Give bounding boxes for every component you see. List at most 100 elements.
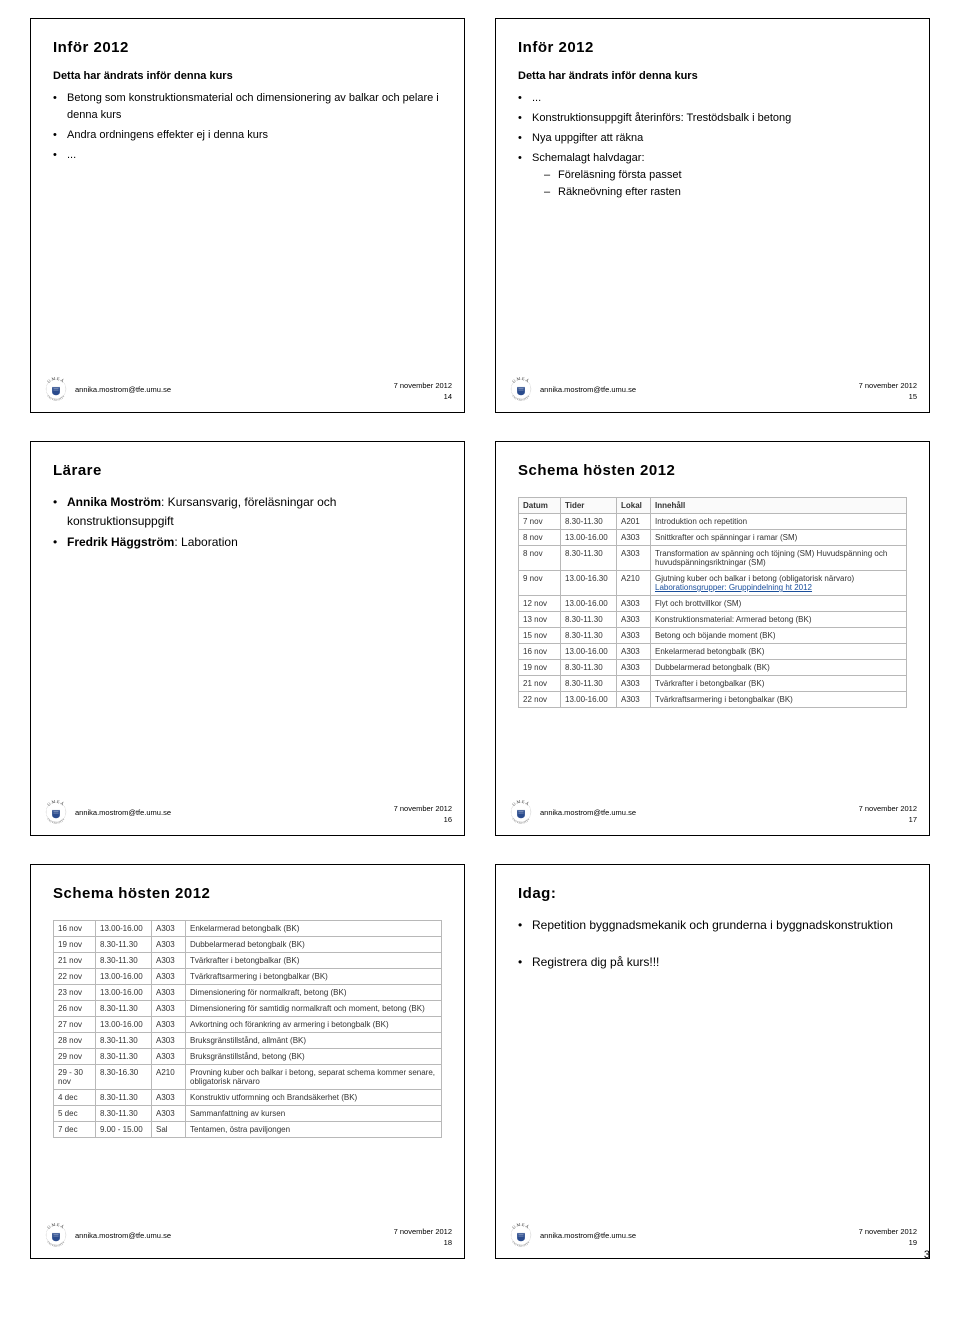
table-row: 19 nov8.30-11.30A303Dubbelarmerad betong… xyxy=(519,660,907,676)
slide-footer: UMEÅ UNIVERSITET annika.mostrom@tfe.umu.… xyxy=(508,376,917,402)
slide-17: Schema hösten 2012 Datum Tider Lokal Inn… xyxy=(495,441,930,836)
table-cell: 12 nov xyxy=(519,596,561,612)
table-row: 13 nov8.30-11.30A303Konstruktionsmateria… xyxy=(519,612,907,628)
list-item: ... xyxy=(53,147,442,164)
svg-text:UNIVERSITET: UNIVERSITET xyxy=(511,1241,530,1248)
svg-text:UMEÅ: UMEÅ xyxy=(46,376,66,384)
bullet-list: Repetition byggnadsmekanik och grunderna… xyxy=(518,916,907,975)
table-cell: 13.00-16.00 xyxy=(561,530,617,546)
table-row: 22 nov13.00-16.00A303Tvärkraftsarmering … xyxy=(54,969,442,985)
table-cell: 27 nov xyxy=(54,1017,96,1033)
table-cell: Provning kuber och balkar i betong, sepa… xyxy=(186,1065,442,1090)
table-cell: A303 xyxy=(617,530,651,546)
table-cell: Konstruktionsmaterial: Armerad betong (B… xyxy=(651,612,907,628)
table-cell: 8.30-11.30 xyxy=(561,628,617,644)
lab-groups-link[interactable]: Laborationsgrupper: Gruppindelning ht 20… xyxy=(655,583,812,592)
teacher-name: Fredrik Häggström xyxy=(67,535,174,549)
table-cell: A210 xyxy=(152,1065,186,1090)
table-cell: Bruksgränstillstånd, betong (BK) xyxy=(186,1049,442,1065)
table-cell: Dubbelarmerad betongbalk (BK) xyxy=(651,660,907,676)
table-cell: Dimensionering för normalkraft, betong (… xyxy=(186,985,442,1001)
table-cell: A303 xyxy=(617,692,651,708)
footer-date: 7 november 2012 xyxy=(859,1227,917,1238)
footer-email: annika.mostrom@tfe.umu.se xyxy=(75,385,171,394)
umu-logo-icon: UMEÅ UNIVERSITET xyxy=(508,799,534,825)
sub-list: Föreläsning första passet Räkneövning ef… xyxy=(532,167,907,201)
footer-date: 7 november 2012 xyxy=(859,381,917,392)
table-cell: A303 xyxy=(617,644,651,660)
table-cell: 13.00-16.00 xyxy=(561,596,617,612)
col-room: Lokal xyxy=(617,498,651,514)
table-cell: A303 xyxy=(617,596,651,612)
table-cell: 13.00-16.00 xyxy=(96,985,152,1001)
table-row: 29 nov8.30-11.30A303Bruksgränstillstånd,… xyxy=(54,1049,442,1065)
slide-15: Inför 2012 Detta har ändrats inför denna… xyxy=(495,18,930,413)
slide-footer: UMEÅ UNIVERSITET annika.mostrom@tfe.umu.… xyxy=(43,1222,452,1248)
col-date: Datum xyxy=(519,498,561,514)
handout-page-number: 3 xyxy=(924,1249,930,1261)
svg-text:UMEÅ: UMEÅ xyxy=(46,799,66,807)
table-row: 8 nov13.00-16.00A303Snittkrafter och spä… xyxy=(519,530,907,546)
list-item: Repetition byggnadsmekanik och grunderna… xyxy=(518,916,907,935)
table-row: 9 nov13.00-16.30A210Gjutning kuber och b… xyxy=(519,571,907,596)
table-cell: 7 nov xyxy=(519,514,561,530)
table-cell: 8.30-11.30 xyxy=(96,1033,152,1049)
table-cell: A303 xyxy=(152,953,186,969)
table-cell: 8.30-11.30 xyxy=(561,514,617,530)
table-cell: 8.30-11.30 xyxy=(96,1106,152,1122)
table-cell: Tentamen, östra paviljongen xyxy=(186,1122,442,1138)
table-cell: Gjutning kuber och balkar i betong (obli… xyxy=(651,571,907,596)
list-item: ... xyxy=(518,90,907,107)
table-cell: Snittkrafter och spänningar i ramar (SM) xyxy=(651,530,907,546)
table-cell: Flyt och brottvillkor (SM) xyxy=(651,596,907,612)
footer-email: annika.mostrom@tfe.umu.se xyxy=(540,385,636,394)
svg-text:UNIVERSITET: UNIVERSITET xyxy=(46,395,65,402)
table-cell: 8.30-11.30 xyxy=(561,546,617,571)
list-item-label: Schemalagt halvdagar: xyxy=(532,152,645,164)
list-item: Registrera dig på kurs!!! xyxy=(518,953,907,972)
footer-date: 7 november 2012 xyxy=(859,804,917,815)
list-item: Konstruktionsuppgift återinförs: Trestöd… xyxy=(518,110,907,127)
footer-date: 7 november 2012 xyxy=(394,381,452,392)
table-cell: Sal xyxy=(152,1122,186,1138)
slide-footer: UMEÅ UNIVERSITET annika.mostrom@tfe.umu.… xyxy=(43,799,452,825)
table-cell: 21 nov xyxy=(519,676,561,692)
schedule-table: 16 nov13.00-16.00A303Enkelarmerad betong… xyxy=(53,920,442,1138)
umu-logo-icon: UMEÅ UNIVERSITET xyxy=(43,1222,69,1248)
slide-number: 19 xyxy=(859,1238,917,1249)
table-cell: A303 xyxy=(152,1090,186,1106)
svg-text:UMEÅ: UMEÅ xyxy=(46,1222,66,1230)
list-item: Annika Moström: Kursansvarig, föreläsnin… xyxy=(53,493,442,530)
table-cell: 8.30-11.30 xyxy=(96,953,152,969)
table-cell: 15 nov xyxy=(519,628,561,644)
table-cell: A303 xyxy=(617,660,651,676)
slide-title: Lärare xyxy=(53,462,442,479)
list-item: Nya uppgifter att räkna xyxy=(518,130,907,147)
table-cell: Dimensionering för samtidig normalkraft … xyxy=(186,1001,442,1017)
col-time: Tider xyxy=(561,498,617,514)
list-item: Betong som konstruktionsmaterial och dim… xyxy=(53,90,442,124)
slide-number: 14 xyxy=(394,392,452,403)
slide-14: Inför 2012 Detta har ändrats inför denna… xyxy=(30,18,465,413)
svg-text:UNIVERSITET: UNIVERSITET xyxy=(46,818,65,825)
schedule-table: Datum Tider Lokal Innehåll 7 nov8.30-11.… xyxy=(518,497,907,708)
table-row: 12 nov13.00-16.00A303Flyt och brottvillk… xyxy=(519,596,907,612)
table-cell: 29 - 30 nov xyxy=(54,1065,96,1090)
footer-email: annika.mostrom@tfe.umu.se xyxy=(540,808,636,817)
table-cell: A303 xyxy=(152,985,186,1001)
table-cell: Bruksgränstillstånd, allmänt (BK) xyxy=(186,1033,442,1049)
table-cell: 16 nov xyxy=(519,644,561,660)
footer-email: annika.mostrom@tfe.umu.se xyxy=(540,1231,636,1240)
table-cell: Konstruktiv utformning och Brandsäkerhet… xyxy=(186,1090,442,1106)
table-cell: 4 dec xyxy=(54,1090,96,1106)
table-row: 5 dec8.30-11.30A303Sammanfattning av kur… xyxy=(54,1106,442,1122)
teacher-name: Annika Moström xyxy=(67,495,161,509)
table-cell: Enkelarmerad betongbalk (BK) xyxy=(651,644,907,660)
table-cell: 7 dec xyxy=(54,1122,96,1138)
table-row: 16 nov13.00-16.00A303Enkelarmerad betong… xyxy=(54,921,442,937)
table-cell: 8 nov xyxy=(519,530,561,546)
svg-text:UMEÅ: UMEÅ xyxy=(511,376,531,384)
table-cell: 23 nov xyxy=(54,985,96,1001)
bullet-list: Betong som konstruktionsmaterial och dim… xyxy=(53,90,442,167)
table-row: 23 nov13.00-16.00A303Dimensionering för … xyxy=(54,985,442,1001)
